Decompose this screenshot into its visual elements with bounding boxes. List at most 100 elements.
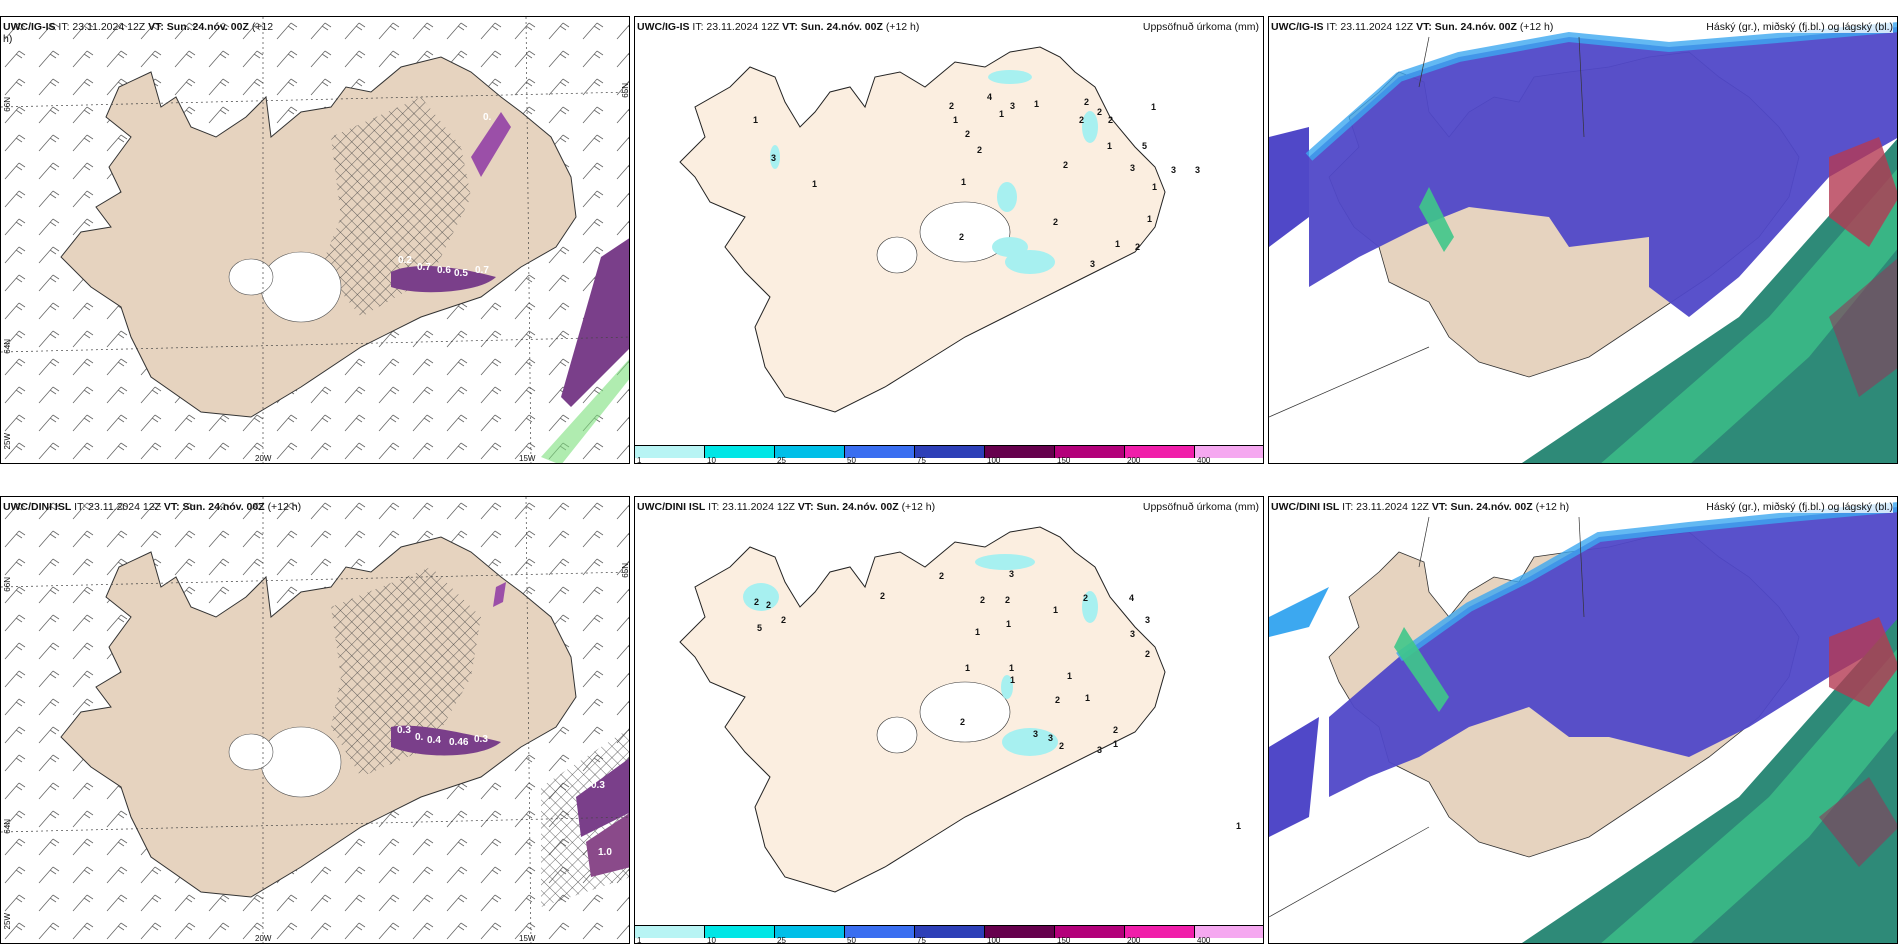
precip-colorbar: 1 10 25 50 75 100 150 200 400	[635, 445, 1263, 464]
precip-number: 5	[757, 623, 763, 633]
cape-value: 0.3	[591, 780, 605, 791]
precip-number: 2	[1053, 217, 1059, 227]
precip-number: 4	[1129, 593, 1135, 603]
colorbar-tick: 150	[1057, 936, 1071, 944]
cape-area	[576, 758, 629, 837]
precip-area	[992, 237, 1028, 257]
cape-value: 0.6	[437, 265, 451, 276]
cape-value: 0.46	[449, 737, 469, 748]
precip-number: 2	[959, 232, 965, 242]
hatched-region	[331, 567, 481, 777]
boundary-line	[1418, 516, 1430, 568]
precip-number: 1	[1236, 821, 1242, 831]
lon-label: 15W	[519, 454, 536, 463]
glacier	[919, 681, 1011, 743]
precip-number: 1	[753, 115, 759, 125]
colorbar-tick: 400	[1197, 936, 1211, 944]
colorbar-swatch	[915, 446, 985, 458]
cape-value: 0.2	[398, 255, 412, 266]
high-cloud-area	[1269, 717, 1319, 837]
low-cloud-area	[1521, 619, 1897, 943]
precip-number: 1	[1067, 671, 1073, 681]
panel-header: UWC/IG-IS IT: 23.11.2024 12Z VT: Sun. 24…	[1271, 21, 1554, 33]
colorbar-tick: 100	[987, 936, 1001, 944]
precip-number: 1	[961, 177, 967, 187]
graticule	[1, 571, 629, 588]
precip-number: 3	[771, 153, 777, 163]
precip-number: 4	[987, 92, 993, 102]
precip-number: 1	[1006, 619, 1012, 629]
precip-map	[679, 526, 1166, 893]
cloud-map	[1269, 502, 1897, 943]
lat-label: 64N	[3, 339, 12, 354]
mid-cloud-area	[1601, 649, 1897, 943]
precip-number: 3	[1145, 615, 1151, 625]
precip-colorbar: 1 10 25 50 75 100 150 200 400	[635, 925, 1263, 944]
colorbar-swatch	[1055, 926, 1125, 938]
precip-number: 2	[1079, 115, 1085, 125]
glacier	[919, 201, 1011, 263]
colorbar-tick: 1	[637, 456, 642, 464]
precip-number: 2	[1059, 741, 1065, 751]
precip-number: 3	[1009, 569, 1015, 579]
precip-area	[997, 182, 1017, 212]
colorbar-tick: 10	[707, 456, 716, 464]
high-cloud-area	[1329, 507, 1897, 797]
lon-label: 20W	[255, 934, 272, 943]
precip-number: 3	[1195, 165, 1201, 175]
colorbar-tick: 400	[1197, 456, 1211, 464]
precip-number: 3	[1097, 745, 1103, 755]
lon-label: 20W	[255, 454, 272, 463]
panel-title: Háský (gr.), miðský (fj.bl.) og lágský (…	[1706, 501, 1893, 513]
colorbar-swatches	[635, 925, 1263, 938]
precip-number: 3	[1033, 729, 1039, 739]
panel-title: Uppsöfnuð úrkoma (mm)	[1142, 501, 1259, 513]
map-panel-igis-precip: UWC/IG-IS IT: 23.11.2024 12Z VT: Sun. 24…	[634, 16, 1264, 464]
precip-number: 3	[1048, 733, 1054, 743]
colorbar-tick: 200	[1127, 936, 1141, 944]
colorbar-ticks: 1 10 25 50 75 100 150 200 400	[635, 456, 1263, 464]
colorbar-swatch	[1055, 446, 1125, 458]
colorbar-tick: 25	[777, 456, 786, 464]
precip-number: 2	[965, 129, 971, 139]
precip-number: 1	[953, 115, 959, 125]
colorbar-ticks: 1 10 25 50 75 100 150 200 400	[635, 936, 1263, 944]
precip-area	[770, 145, 780, 169]
panel-header: UWC/DINI ISL IT: 23.11.2024 12Z VT: Sun.…	[1271, 501, 1570, 513]
mid-cloud-area	[1394, 627, 1449, 712]
cape-value: 0.3	[474, 734, 488, 745]
precip-number: 3	[1130, 629, 1136, 639]
precip-number: 1	[1085, 693, 1091, 703]
precip-number: 2	[977, 145, 983, 155]
map-panel-igis-wind: UWC/IG-IS IT: 23.11.2024 12Z VT: Sun. 24…	[0, 16, 630, 464]
precip-number: 2	[1097, 107, 1103, 117]
lat-label: 65N	[621, 563, 630, 578]
precip-number: 1	[1034, 99, 1040, 109]
hatched-region	[321, 97, 471, 317]
map-panel-igis-clouds: UWC/IG-IS IT: 23.11.2024 12Z VT: Sun. 24…	[1268, 16, 1898, 464]
precip-area	[988, 70, 1032, 84]
precip-number: 2	[1005, 595, 1011, 605]
precip-number: 1	[1113, 739, 1119, 749]
precip-number: 5	[1142, 141, 1148, 151]
graticule	[1, 336, 629, 353]
precip-area	[1002, 728, 1058, 756]
colorbar-swatch	[635, 926, 705, 938]
cloud-map	[1269, 22, 1897, 463]
precip-number: 2	[766, 600, 772, 610]
boundary-line	[1578, 36, 1585, 138]
colorbar-tick: 10	[707, 936, 716, 944]
precip-map	[679, 46, 1166, 413]
cape-value: 0.	[483, 112, 492, 123]
graticule	[1, 816, 629, 833]
colorbar-swatch	[1125, 446, 1195, 458]
precip-number: 3	[1010, 101, 1016, 111]
high-cloud-edge	[1305, 22, 1897, 161]
cape-area	[471, 112, 511, 177]
high-cloud-red	[1829, 258, 1897, 397]
precip-area	[743, 583, 779, 611]
lat-label: 66N	[3, 577, 12, 592]
precip-number: 2	[880, 591, 886, 601]
precip-number: 1	[975, 627, 981, 637]
glacier	[260, 726, 342, 798]
